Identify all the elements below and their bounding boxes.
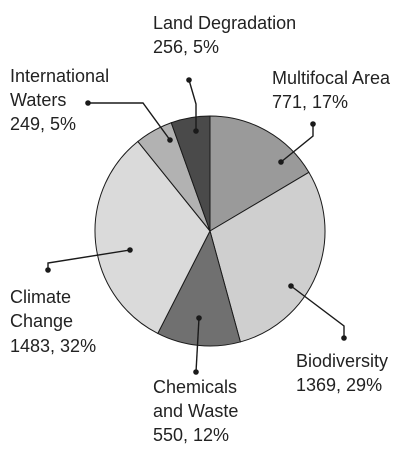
pie-slice-chemicals <box>157 229 241 347</box>
label-biodiversity-name-line-1: Biodiversity <box>296 351 388 371</box>
leader-line-multifocal <box>280 124 314 163</box>
label-international-waters-name-line-2: Waters <box>10 90 66 110</box>
label-climate-change-name: Climate Change <box>10 287 76 331</box>
leader-line-land <box>188 79 197 131</box>
pie-slice-biodiversity <box>209 171 326 343</box>
leader-line-biodiversity <box>290 285 345 338</box>
leader-dot-multifocal-inner <box>278 159 284 165</box>
label-multifocal-area-name-line-1: Multifocal Area <box>272 68 391 88</box>
pie-slice-land <box>170 115 211 232</box>
leader-dot-multifocal-outer <box>310 121 316 127</box>
leader-dot-chemicals-outer <box>193 369 199 375</box>
pie-slice-climate <box>94 140 211 335</box>
label-biodiversity-value: 1369, 29% <box>296 375 382 395</box>
label-multifocal-area-name: Multifocal Area <box>272 68 391 88</box>
label-chemicals-and-waste-value: 550, 12% <box>153 425 229 445</box>
leader-dot-climate-outer <box>45 267 51 273</box>
label-chemicals-and-waste-name-line-2: and Waste <box>153 401 238 421</box>
label-land-degradation-name-line-1: Land Degradation <box>153 13 296 33</box>
leader-dot-climate-inner <box>127 247 133 253</box>
label-chemicals-and-waste-name-line-1: Chemicals <box>153 377 237 397</box>
label-international-waters-name: International Waters <box>10 66 114 110</box>
label-international-waters-name-line-1: International <box>10 66 109 86</box>
leader-dot-biodiversity-outer <box>341 335 347 341</box>
leader-dot-biodiversity-inner <box>288 283 294 289</box>
leader-lines <box>45 77 347 375</box>
leader-line-international <box>88 102 171 141</box>
label-climate-change-name-line-2: Change <box>10 311 73 331</box>
label-climate-change-name-line-1: Climate <box>10 287 71 307</box>
leader-line-chemicals <box>195 317 200 373</box>
label-land-degradation-value: 256, 5% <box>153 37 219 57</box>
label-land-degradation-name: Land Degradation <box>153 13 296 33</box>
label-biodiversity-name: Biodiversity <box>296 351 388 371</box>
leader-dot-land-inner <box>193 128 199 134</box>
label-climate-change-value: 1483, 32% <box>10 336 96 356</box>
leader-dot-land-outer <box>186 77 192 83</box>
pie-slices <box>94 115 326 347</box>
label-chemicals-and-waste-name: Chemicals and Waste <box>153 377 242 421</box>
leader-dot-international-inner <box>167 137 173 143</box>
pie-slice-multifocal <box>209 115 310 232</box>
leader-dot-chemicals-inner <box>196 315 202 321</box>
label-multifocal-area-value: 771, 17% <box>272 92 348 112</box>
leader-dot-international-outer <box>85 100 91 106</box>
label-international-waters-value: 249, 5% <box>10 114 76 134</box>
